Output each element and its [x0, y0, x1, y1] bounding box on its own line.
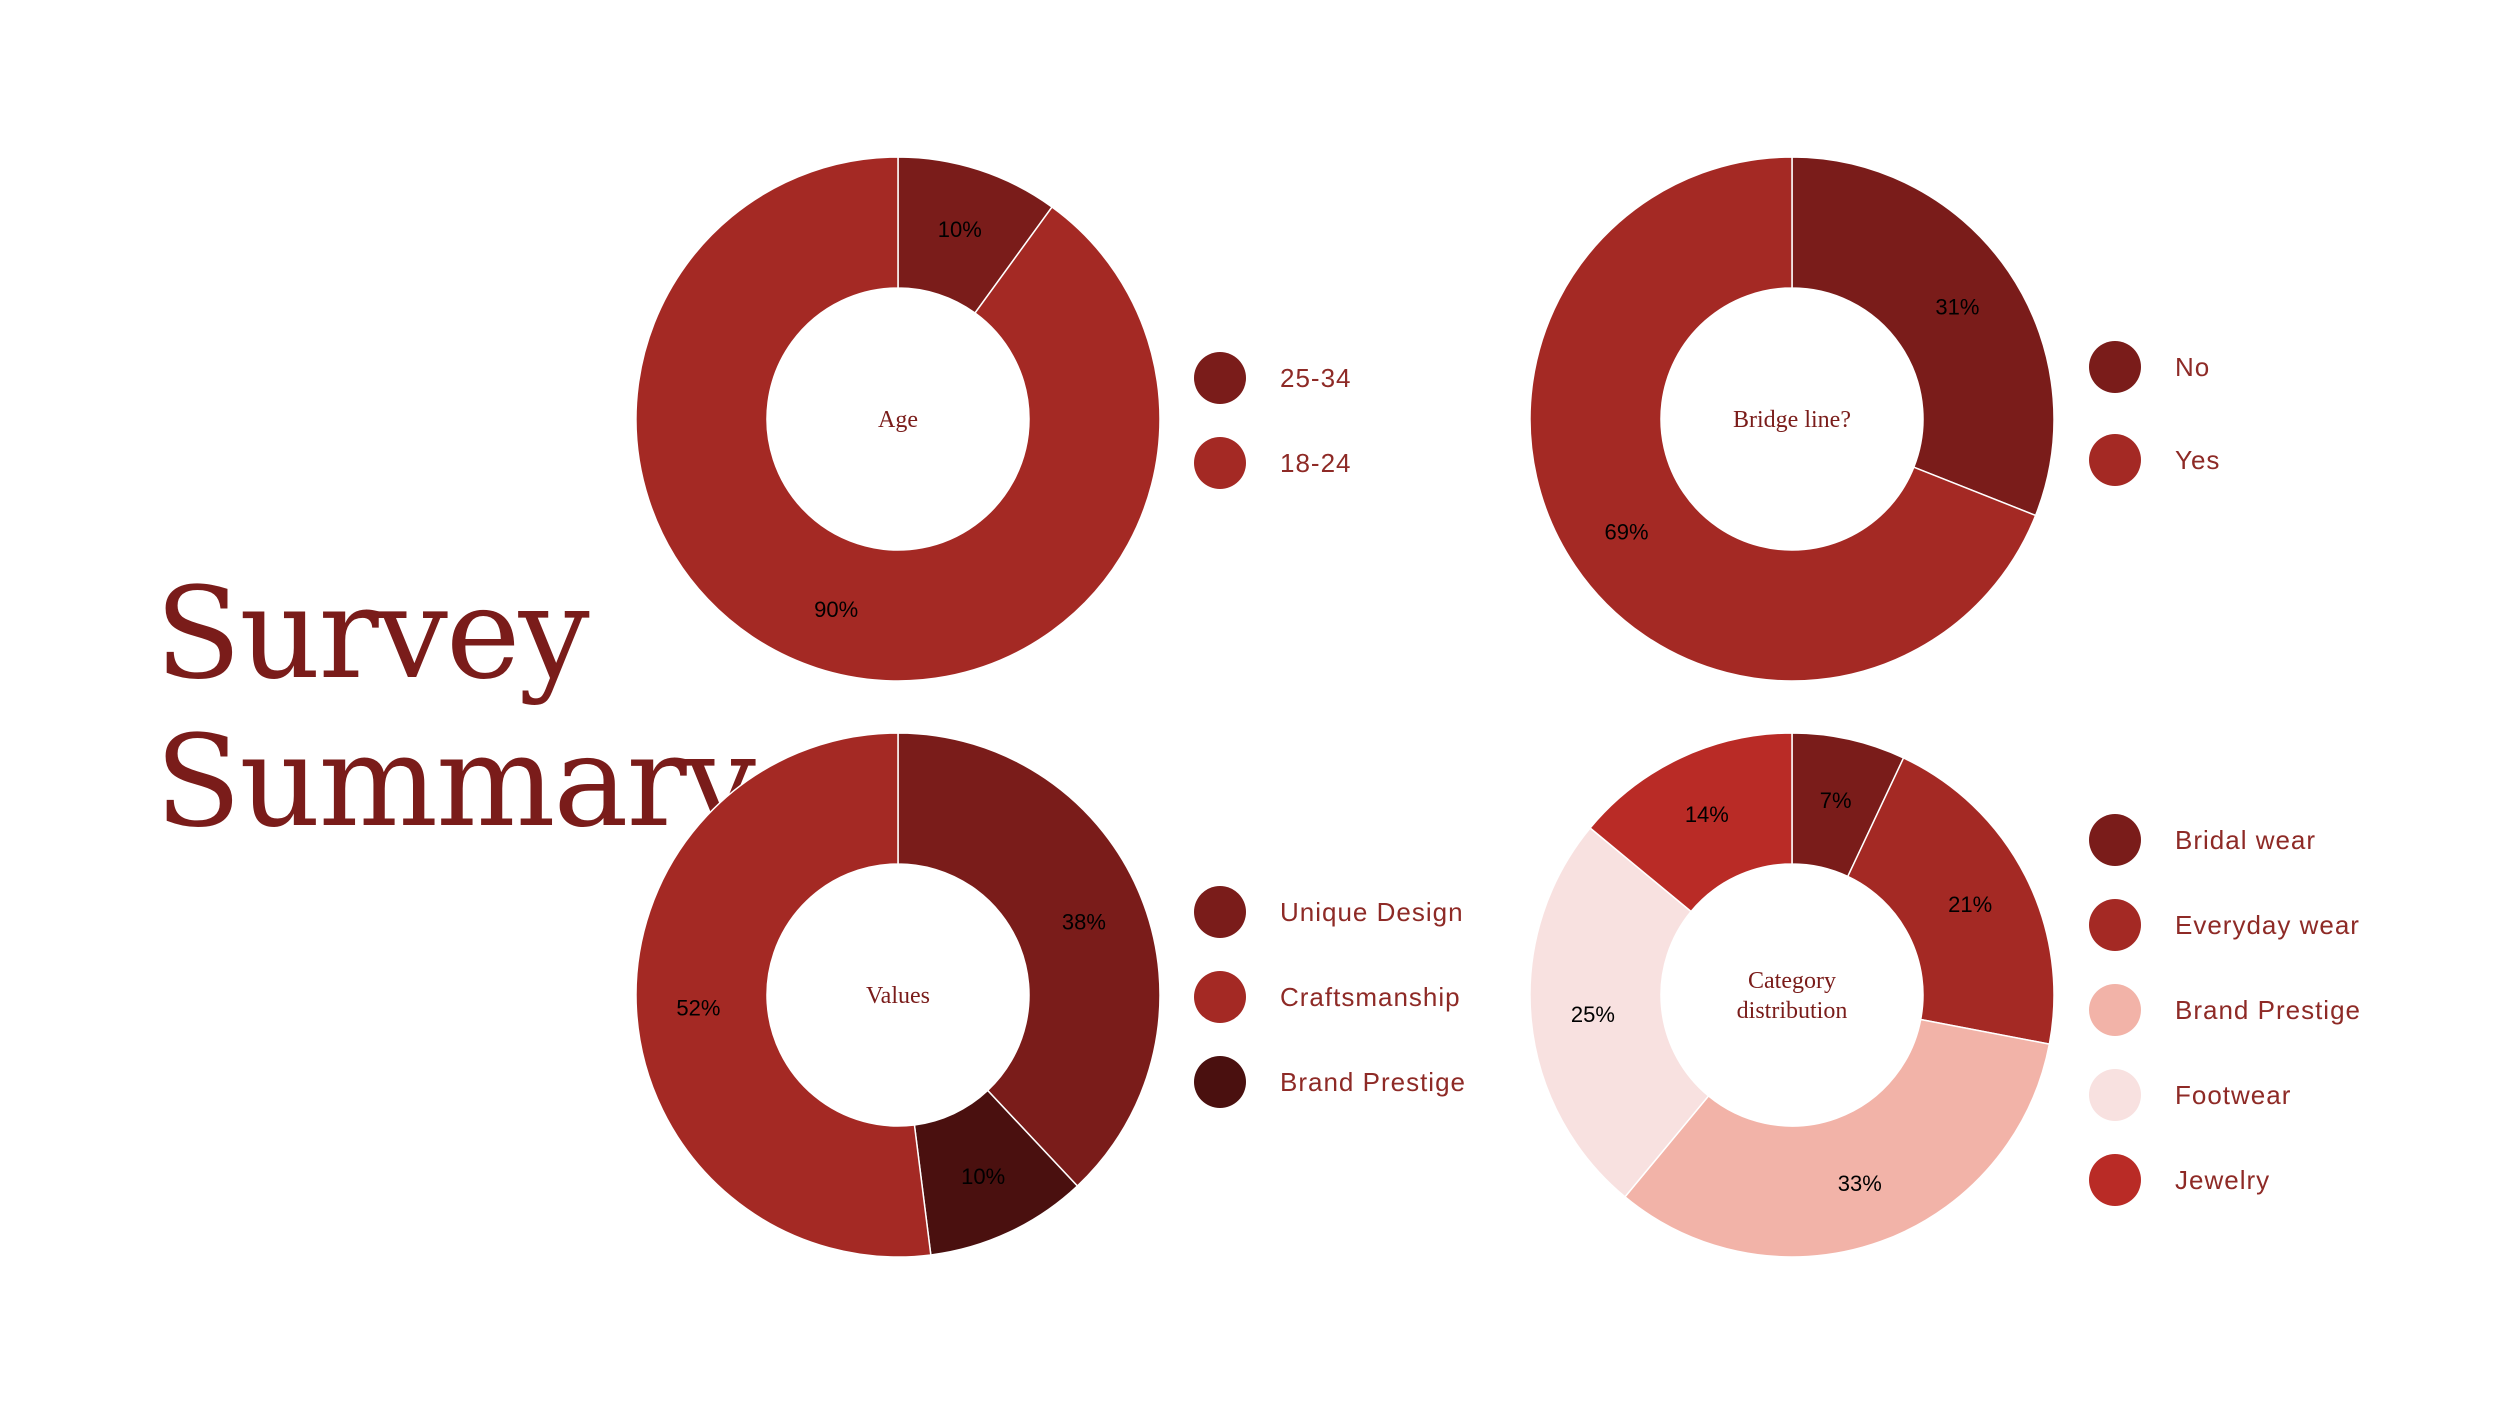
legend-swatch-18-24: [1194, 437, 1246, 489]
donut-center-label: distribution: [1737, 998, 1848, 1024]
donut-slice-craftsmanship: [635, 732, 932, 1258]
legend-label-brand-prestige: Brand Prestige: [1280, 1067, 1466, 1097]
data-label-25-34: 10%: [938, 217, 982, 242]
legend-label-brand-prestige: Brand Prestige: [2175, 995, 2361, 1025]
donut-center-label: Bridge line?: [1733, 407, 1851, 433]
legend-swatch-yes: [2089, 434, 2141, 486]
donut-chart-4: 7% 21% 33% 25% 14% Category distribution: [1529, 732, 2055, 1258]
legend-3: Unique Design Craftsmanship Brand Prestige: [1194, 886, 1466, 1108]
legend-1: 25-34 18-24: [1194, 352, 1352, 489]
donut-slice-footwear: [1529, 826, 1710, 1198]
donut-center-label: Category: [1748, 968, 1836, 994]
legend-swatch-no: [2089, 341, 2141, 393]
data-label-jewelry: 14%: [1685, 802, 1729, 827]
legend-label-everyday-wear: Everyday wear: [2175, 910, 2360, 940]
page-title: Survey Summary: [155, 560, 756, 856]
legend-swatch-craftsmanship: [1194, 971, 1246, 1023]
legend-label-no: No: [2175, 352, 2210, 382]
donut-slice-no: [1791, 156, 2055, 517]
donut-slice-jewelry: [1589, 732, 1793, 913]
legend-swatch-brand-prestige: [1194, 1056, 1246, 1108]
legend-label-yes: Yes: [2175, 445, 2220, 475]
data-label-18-24: 90%: [814, 597, 858, 622]
data-label-brand-prestige: 10%: [961, 1164, 1005, 1189]
legend-label-footwear: Footwear: [2175, 1080, 2291, 1110]
data-label-everyday-wear: 21%: [1948, 892, 1992, 917]
legend-swatch-bridal-wear: [2089, 814, 2141, 866]
data-label-craftsmanship: 52%: [676, 996, 720, 1021]
legend-label-jewelry: Jewelry: [2175, 1165, 2270, 1195]
legend-swatch-unique-design: [1194, 886, 1246, 938]
donut-chart-2: 31% 69% Bridge line?: [1529, 156, 2055, 682]
legend-swatch-brand-prestige: [2089, 984, 2141, 1036]
donut-center-label: Age: [878, 407, 918, 433]
donut-slice-brand-prestige: [1623, 1018, 2051, 1258]
donut-slice-everyday-wear: [1846, 756, 2055, 1045]
data-label-bridal-wear: 7%: [1820, 788, 1852, 813]
donut-chart-1: 10% 90% Age: [635, 156, 1161, 682]
donut-slice-unique-design: [897, 732, 1161, 1188]
legend-swatch-25-34: [1194, 352, 1246, 404]
legend-swatch-everyday-wear: [2089, 899, 2141, 951]
donut-slice-yes: [1529, 156, 2037, 682]
legend-label-bridal-wear: Bridal wear: [2175, 825, 2316, 855]
legend-swatch-footwear: [2089, 1069, 2141, 1121]
legend-label-craftsmanship: Craftsmanship: [1280, 982, 1461, 1012]
legend-label-25-34: 25-34: [1280, 363, 1352, 393]
donut-chart-3: 38% 10% 52% Values: [635, 732, 1161, 1258]
legend-label-unique-design: Unique Design: [1280, 897, 1464, 927]
donut-slice-18-24: [635, 156, 1161, 682]
page-title-line-1: Survey: [155, 560, 590, 707]
legend-2: No Yes: [2089, 341, 2220, 486]
data-label-brand-prestige: 33%: [1838, 1171, 1882, 1196]
data-label-unique-design: 38%: [1062, 909, 1106, 934]
data-label-no: 31%: [1935, 295, 1979, 320]
legend-label-18-24: 18-24: [1280, 448, 1352, 478]
donut-center-label: Values: [866, 983, 930, 1009]
data-label-footwear: 25%: [1571, 1002, 1615, 1027]
page-title-line-2: Summary: [155, 708, 756, 855]
legend-4: Bridal wear Everyday wear Brand Prestige Fo…: [2089, 814, 2361, 1206]
data-label-yes: 69%: [1605, 519, 1649, 544]
legend-swatch-jewelry: [2089, 1154, 2141, 1206]
